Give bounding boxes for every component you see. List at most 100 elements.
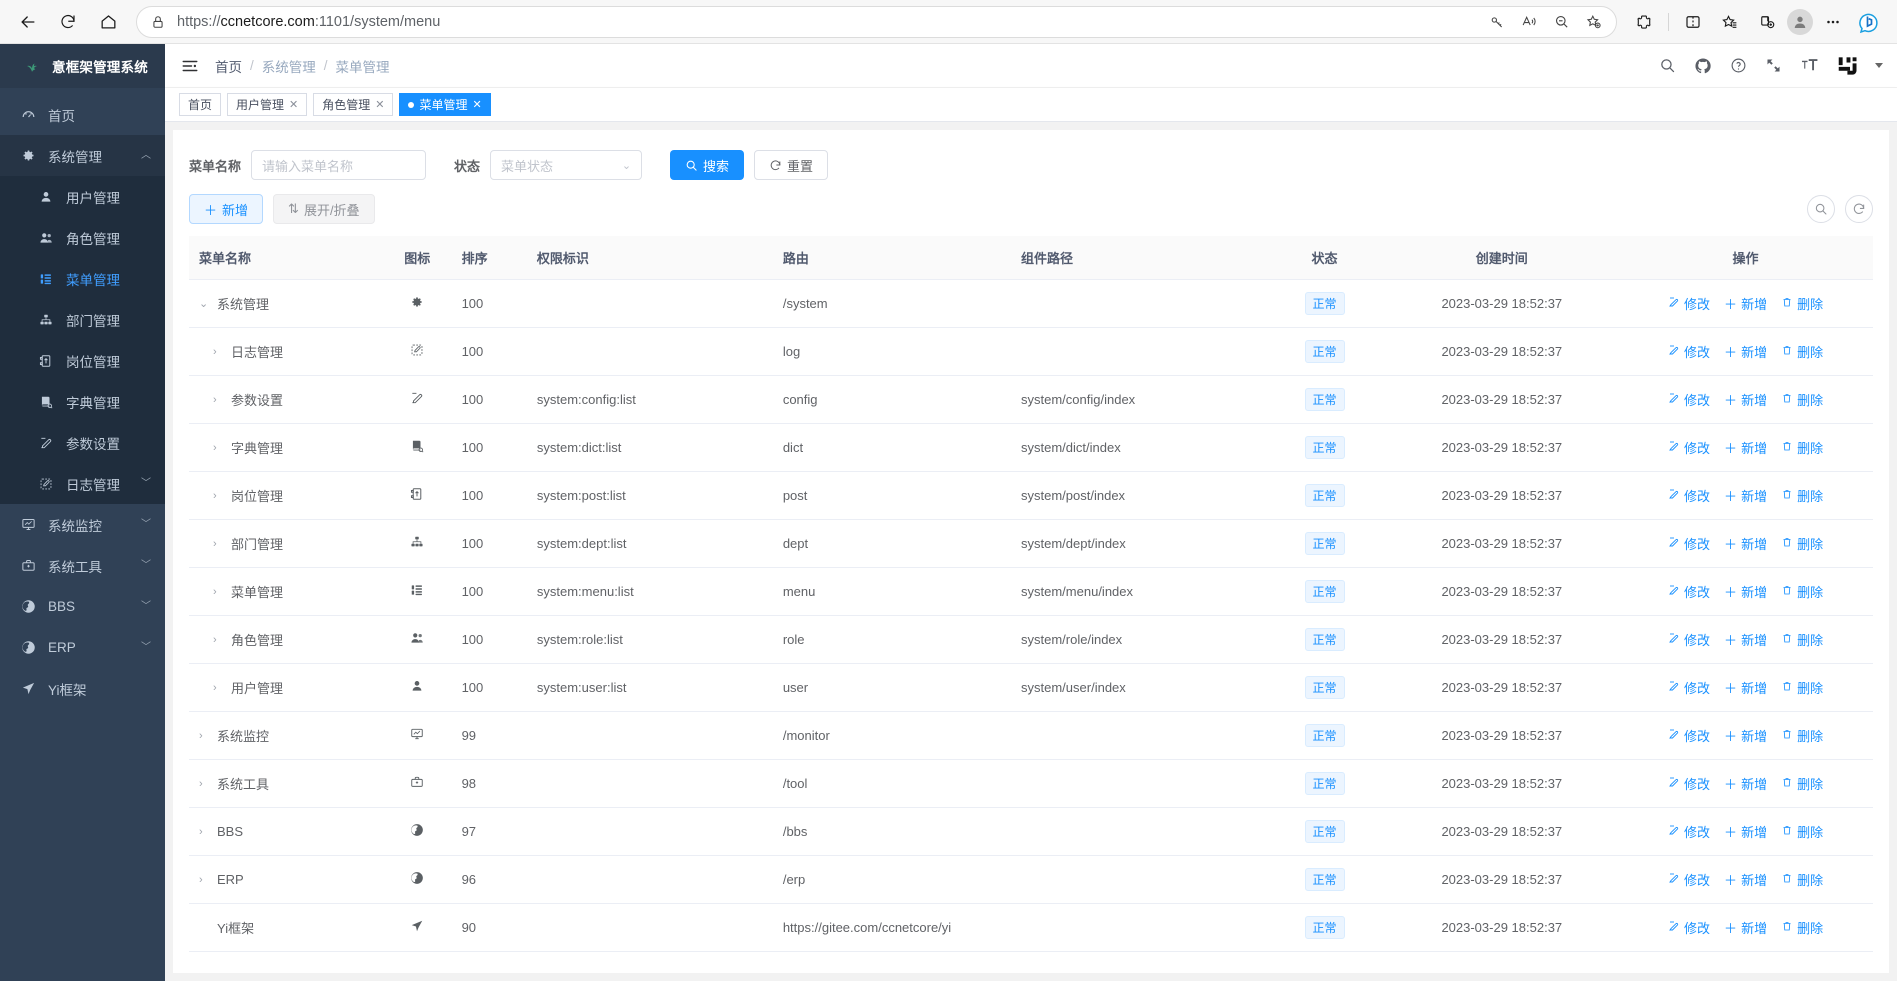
edit-button[interactable]: 修改 xyxy=(1668,582,1710,601)
tab-menu[interactable]: 菜单管理 ✕ xyxy=(399,93,491,116)
delete-button[interactable]: 删除 xyxy=(1781,294,1823,313)
edit-button[interactable]: 修改 xyxy=(1668,534,1710,553)
delete-button[interactable]: 删除 xyxy=(1781,774,1823,793)
add-button[interactable]: ＋新增 xyxy=(1724,726,1767,745)
copilot-icon[interactable] xyxy=(1853,6,1887,38)
close-icon[interactable]: ✕ xyxy=(289,99,299,111)
delete-button[interactable]: 删除 xyxy=(1781,342,1823,361)
tree-caret-icon[interactable]: › xyxy=(213,633,217,646)
add-button[interactable]: ＋新增 xyxy=(1724,870,1767,889)
add-button[interactable]: ＋新增 xyxy=(1724,822,1767,841)
delete-button[interactable]: 删除 xyxy=(1781,870,1823,889)
table-row[interactable]: › 角色管理 100 system:role:list role system/role/… xyxy=(189,615,1873,664)
sidebar-item-post[interactable]: 岗位管理 xyxy=(0,340,165,381)
edit-button[interactable]: 修改 xyxy=(1668,342,1710,361)
search-icon[interactable] xyxy=(1659,57,1676,74)
sidebar-item-log[interactable]: 日志管理 ﹀ xyxy=(0,463,165,504)
add-button[interactable]: ＋新增 xyxy=(1724,534,1767,553)
sidebar-item-menu[interactable]: 菜单管理 xyxy=(0,258,165,299)
tree-caret-icon[interactable]: › xyxy=(213,345,217,358)
read-aloud-icon[interactable] xyxy=(1514,8,1544,36)
sidebar-item-monitor[interactable]: 系统监控 ﹀ xyxy=(0,504,165,545)
collections-icon[interactable] xyxy=(1750,6,1784,38)
add-favorite-icon[interactable] xyxy=(1578,8,1608,36)
tab-role[interactable]: 角色管理 ✕ xyxy=(313,93,394,116)
delete-button[interactable]: 删除 xyxy=(1781,822,1823,841)
edit-button[interactable]: 修改 xyxy=(1668,438,1710,457)
edit-button[interactable]: 修改 xyxy=(1668,390,1710,409)
refresh-icon[interactable] xyxy=(1845,195,1873,223)
table-row[interactable]: › 部门管理 100 system:dept:list dept system/dept/… xyxy=(189,519,1873,568)
sidebar-item-role[interactable]: 角色管理 xyxy=(0,217,165,258)
add-button[interactable]: ＋新增 xyxy=(1724,774,1767,793)
back-icon[interactable] xyxy=(10,6,46,38)
edit-button[interactable]: 修改 xyxy=(1668,822,1710,841)
tree-caret-icon[interactable]: › xyxy=(213,489,217,502)
favorites-icon[interactable] xyxy=(1713,6,1747,38)
close-icon[interactable]: ✕ xyxy=(472,99,482,111)
add-button[interactable]: ＋新增 xyxy=(1724,390,1767,409)
table-row[interactable]: › 参数设置 100 system:config:list config system/c… xyxy=(189,375,1873,424)
key-icon[interactable] xyxy=(1482,8,1512,36)
sidebar-item-yi[interactable]: Yi框架 xyxy=(0,668,165,709)
github-icon[interactable] xyxy=(1694,57,1712,75)
table-row[interactable]: › 岗位管理 100 system:post:list post system/post/… xyxy=(189,471,1873,520)
table-row[interactable]: Yi框架 90 https://gitee.com/ccnetcore/yi 正常 20… xyxy=(189,903,1873,952)
extensions-icon[interactable] xyxy=(1627,6,1661,38)
tree-caret-icon[interactable]: › xyxy=(199,777,203,790)
status-select[interactable]: 菜单状态 ⌄ xyxy=(490,150,643,180)
add-button[interactable]: ＋新增 xyxy=(1724,438,1767,457)
tree-caret-icon[interactable]: › xyxy=(213,681,217,694)
tree-caret-icon[interactable]: › xyxy=(199,825,203,838)
sidebar-item-dict[interactable]: 字典管理 xyxy=(0,381,165,422)
tab-user[interactable]: 用户管理 ✕ xyxy=(227,93,308,116)
fullscreen-icon[interactable] xyxy=(1765,57,1782,74)
delete-button[interactable]: 删除 xyxy=(1781,486,1823,505)
table-row[interactable]: › BBS 97/bbs 正常 2023-03-29 18:52:37 修改 ＋新增 删除 xyxy=(189,807,1873,856)
add-button[interactable]: ＋ 新增 xyxy=(189,194,264,224)
add-button[interactable]: ＋新增 xyxy=(1724,630,1767,649)
delete-button[interactable]: 删除 xyxy=(1781,438,1823,457)
split-screen-icon[interactable] xyxy=(1676,6,1710,38)
tree-caret-icon[interactable]: ⌄ xyxy=(199,298,209,310)
add-button[interactable]: ＋新增 xyxy=(1724,678,1767,697)
tree-caret-icon[interactable]: › xyxy=(199,729,203,742)
table-row[interactable]: › 用户管理 100 system:user:list user system/user/… xyxy=(189,663,1873,712)
sidebar-item-user[interactable]: 用户管理 xyxy=(0,176,165,217)
expand-collapse-button[interactable]: ⇅ 展开/折叠 xyxy=(273,194,375,224)
tree-caret-icon[interactable]: › xyxy=(213,441,217,454)
tree-caret-icon[interactable]: › xyxy=(199,873,203,886)
sidebar-item-dept[interactable]: 部门管理 xyxy=(0,299,165,340)
edit-button[interactable]: 修改 xyxy=(1668,678,1710,697)
sidebar-item-bbs[interactable]: BBS ﹀ xyxy=(0,586,165,627)
delete-button[interactable]: 删除 xyxy=(1781,726,1823,745)
tree-caret-icon[interactable]: › xyxy=(213,537,217,550)
reset-button[interactable]: 重置 xyxy=(754,150,829,180)
add-button[interactable]: ＋新增 xyxy=(1724,294,1767,313)
edit-button[interactable]: 修改 xyxy=(1668,726,1710,745)
zoom-out-icon[interactable] xyxy=(1546,8,1576,36)
table-row[interactable]: › 日志管理 100 log 正常 2023-03-29 18:52:37 修改 ＋新增 删除 xyxy=(189,327,1873,376)
collapse-icon[interactable] xyxy=(181,57,199,75)
edit-button[interactable]: 修改 xyxy=(1668,630,1710,649)
table-row[interactable]: › 系统监控 99/monitor 正常 2023-03-29 18:52:37 修改 ＋新… xyxy=(189,711,1873,760)
delete-button[interactable]: 删除 xyxy=(1781,630,1823,649)
delete-button[interactable]: 删除 xyxy=(1781,678,1823,697)
tab-home[interactable]: 首页 xyxy=(179,93,222,116)
add-button[interactable]: ＋新增 xyxy=(1724,918,1767,937)
add-button[interactable]: ＋新增 xyxy=(1724,486,1767,505)
breadcrumb-item-system[interactable]: 系统管理 xyxy=(261,59,316,75)
chevron-down-icon[interactable] xyxy=(1875,63,1883,68)
edit-button[interactable]: 修改 xyxy=(1668,486,1710,505)
menu-name-input[interactable]: 请输入菜单名称 xyxy=(251,150,427,180)
delete-button[interactable]: 删除 xyxy=(1781,390,1823,409)
more-icon[interactable] xyxy=(1816,6,1850,38)
home-icon[interactable] xyxy=(90,6,126,38)
help-icon[interactable] xyxy=(1730,57,1747,74)
delete-button[interactable]: 删除 xyxy=(1781,918,1823,937)
edit-button[interactable]: 修改 xyxy=(1668,294,1710,313)
delete-button[interactable]: 删除 xyxy=(1781,534,1823,553)
app-logo[interactable]: 意框架管理系统 xyxy=(0,44,165,88)
edit-button[interactable]: 修改 xyxy=(1668,774,1710,793)
search-toggle-icon[interactable] xyxy=(1807,195,1835,223)
